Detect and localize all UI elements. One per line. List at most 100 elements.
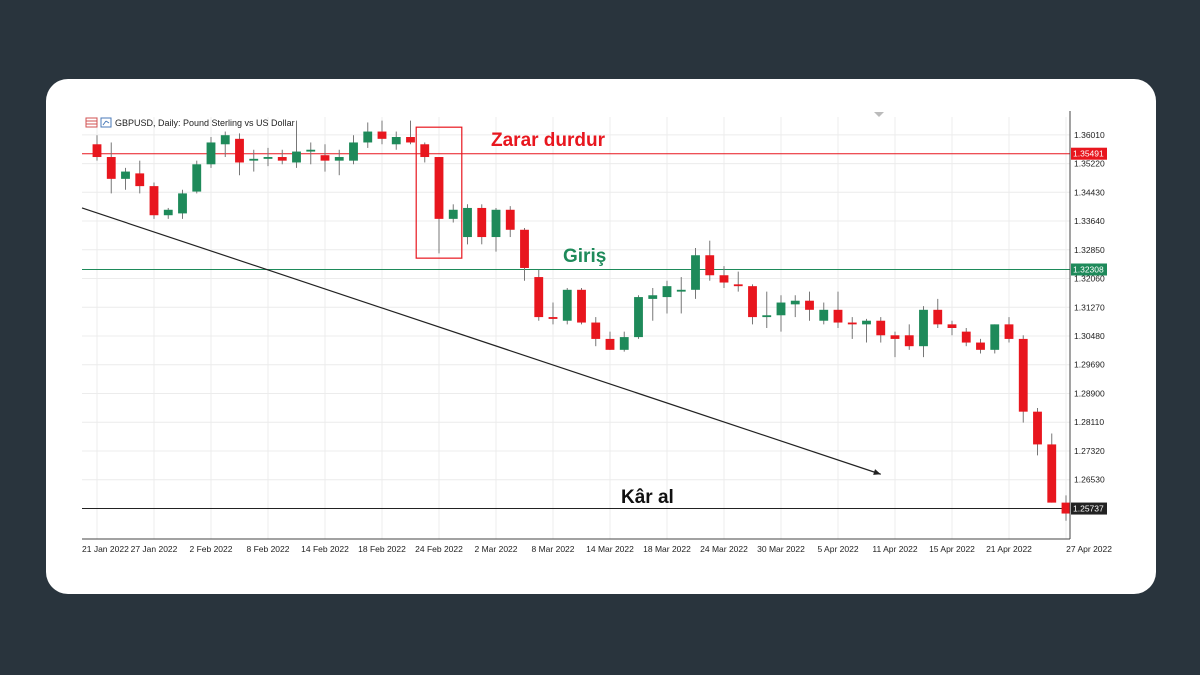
candle-body: [306, 149, 316, 152]
candle-body: [534, 277, 544, 318]
candle-body: [648, 295, 658, 299]
candle-body: [990, 324, 1000, 350]
symbol-title: GBPUSD, Daily: Pound Sterling vs US Doll…: [115, 118, 295, 128]
candle-body: [92, 144, 102, 158]
x-tick-label: 18 Mar 2022: [643, 544, 691, 554]
candle-body: [890, 335, 900, 339]
y-tick-label: 1.32060: [1074, 274, 1105, 284]
x-tick-label: 11 Apr 2022: [872, 544, 917, 554]
candle-body: [277, 157, 287, 161]
level-price-label: 1.25737: [1073, 504, 1104, 514]
x-tick-label: 8 Feb 2022: [246, 544, 289, 554]
candle-body: [976, 342, 985, 350]
candles: [92, 120, 1071, 521]
candle-body: [619, 337, 629, 350]
y-tick-label: 1.29690: [1074, 360, 1105, 370]
candle-body: [320, 155, 330, 161]
y-tick-label: 1.36010: [1074, 130, 1105, 140]
candle-body: [748, 286, 757, 318]
axes: 1.36010 1.35220 1.34430 1.33640 1.32850 1.320…: [82, 111, 1112, 554]
x-tick-label: 2 Mar 2022: [475, 544, 518, 554]
candle-body: [505, 209, 515, 230]
candle-body: [862, 320, 871, 325]
x-tick-label: 15 Apr 2022: [929, 544, 975, 554]
y-tick-label: 1.27320: [1074, 446, 1105, 456]
candle-body: [577, 289, 586, 323]
candle-body: [420, 144, 430, 158]
level-price-tag: [1071, 263, 1107, 276]
candle-body: [149, 186, 159, 216]
y-tick-label: 1.31270: [1074, 302, 1105, 312]
x-tick-label: 27 Apr 2022: [1066, 544, 1112, 554]
x-tick-label: 8 Mar 2022: [532, 544, 575, 554]
candle-body: [961, 331, 971, 343]
candle-body: [691, 255, 700, 290]
candle-body: [135, 173, 145, 187]
x-tick-label: 2 Feb 2022: [189, 544, 232, 554]
candle-body: [676, 289, 686, 292]
candle-body: [762, 315, 772, 318]
x-tick-label: 5 Apr 2022: [817, 544, 858, 554]
candle-body: [448, 209, 458, 219]
x-tick-label: 24 Mar 2022: [700, 544, 748, 554]
candle-body: [249, 158, 259, 161]
candle-body: [662, 286, 672, 298]
candle-body: [548, 317, 558, 319]
level-price-tag: [1071, 147, 1107, 160]
candlestick-chart: 1.35491 1.32308 1.25737 1.36010 1.35220 1.34…: [81, 111, 1112, 554]
x-tick-label: 18 Feb 2022: [358, 544, 406, 554]
stop-loss-annotation: Zarar durdur: [491, 130, 606, 151]
candle-body: [719, 275, 729, 283]
y-tick-label: 1.34430: [1074, 187, 1105, 197]
candle-body: [1004, 324, 1014, 339]
candle-body: [363, 131, 373, 143]
candle-body: [434, 157, 444, 219]
y-tick-label: 1.33640: [1074, 216, 1105, 226]
candle-body: [206, 142, 216, 165]
x-tick-label: 21 Apr 2022: [986, 544, 1032, 554]
candle-body: [1018, 338, 1028, 412]
candle-body: [919, 309, 928, 347]
candle-body: [192, 164, 202, 192]
y-tick-label: 1.32850: [1074, 245, 1105, 255]
level-price-label: 1.32308: [1073, 265, 1104, 275]
candle-body: [876, 320, 886, 336]
entry-annotation: Giriş: [563, 246, 606, 267]
highlight-box: [415, 126, 463, 259]
candle-body: [334, 157, 344, 161]
candle-body: [805, 300, 814, 310]
x-tick-label: 24 Feb 2022: [415, 544, 463, 554]
candle-body: [847, 322, 857, 325]
candle-body: [406, 137, 415, 143]
level-price-label: 1.35491: [1073, 149, 1104, 159]
candle-body: [591, 322, 601, 339]
candle-body: [520, 229, 529, 268]
trend-arrow-line: [81, 207, 881, 475]
candle-body: [491, 209, 501, 238]
candle-body: [263, 157, 273, 159]
chart-card: 1.35491 1.32308 1.25737 1.36010 1.35220 1.34…: [46, 79, 1156, 594]
candle-body: [790, 300, 800, 305]
candle-body: [819, 309, 829, 321]
candle-body: [1047, 444, 1057, 503]
candle-body: [776, 302, 786, 316]
scroll-marker-icon[interactable]: [874, 112, 884, 117]
trend-arrow-head-icon: [873, 469, 881, 475]
x-tick-label: 27 Jan 2022: [131, 544, 178, 554]
table-icon[interactable]: [85, 117, 98, 128]
y-tick-label: 1.26530: [1074, 475, 1105, 485]
candle-body: [733, 284, 743, 287]
candle-body: [705, 255, 715, 276]
y-tick-label: 1.28900: [1074, 388, 1105, 398]
chart-header: GBPUSD, Daily: Pound Sterling vs US Doll…: [85, 117, 295, 128]
candle-body: [947, 324, 957, 328]
candle-body: [121, 171, 130, 179]
chart-window-icon[interactable]: [100, 117, 112, 128]
x-tick-label: 14 Mar 2022: [586, 544, 634, 554]
y-tick-label: 1.30480: [1074, 331, 1105, 341]
candle-body: [349, 142, 358, 161]
candle-body: [634, 297, 643, 338]
x-tick-label: 30 Mar 2022: [757, 544, 805, 554]
candle-body: [106, 157, 116, 179]
overlays: [81, 126, 881, 475]
